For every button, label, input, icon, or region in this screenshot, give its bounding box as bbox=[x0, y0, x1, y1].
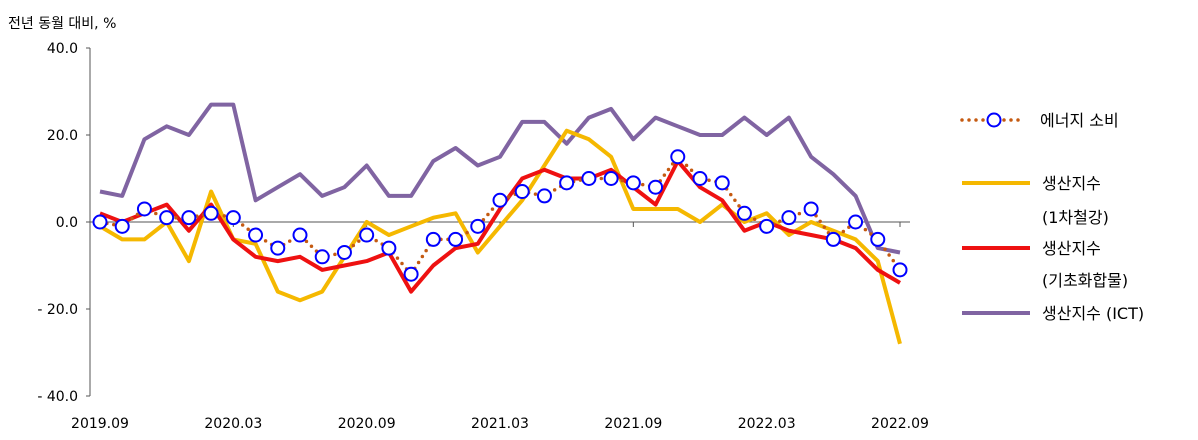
energy-point bbox=[670, 149, 686, 165]
energy-point bbox=[470, 218, 486, 234]
series-line-primary-steel bbox=[98, 128, 902, 345]
energy-point bbox=[381, 240, 397, 256]
energy-point bbox=[336, 244, 352, 260]
energy-point bbox=[736, 205, 752, 221]
energy-point bbox=[692, 171, 708, 186]
x-tick-label: 2021.09 bbox=[604, 416, 662, 432]
x-tick-label: 2020.03 bbox=[204, 416, 262, 432]
energy-point bbox=[425, 231, 441, 247]
energy-point bbox=[848, 214, 864, 230]
energy-point bbox=[403, 266, 419, 282]
energy-point bbox=[825, 231, 841, 247]
legend-label-ict: 생산지수 (ICT) bbox=[1042, 304, 1144, 323]
y-tick-label: - 20.0 bbox=[37, 302, 78, 318]
energy-point bbox=[759, 218, 775, 234]
energy-point bbox=[714, 175, 730, 191]
legend-sublabel-basic-chemicals: (기초화합물) bbox=[1042, 271, 1128, 290]
series-line-ict bbox=[99, 102, 901, 255]
y-axis-label: 전년 동월 대비, % bbox=[8, 16, 116, 32]
energy-point bbox=[203, 205, 219, 221]
energy-point bbox=[803, 201, 819, 217]
x-tick-label: 2019.09 bbox=[71, 416, 129, 432]
energy-point bbox=[136, 201, 152, 217]
energy-point bbox=[559, 175, 575, 191]
energy-point bbox=[870, 231, 886, 247]
energy-point bbox=[114, 218, 130, 234]
series-layer bbox=[92, 102, 908, 345]
energy-point bbox=[781, 210, 797, 226]
x-tick-label: 2022.03 bbox=[738, 416, 796, 432]
x-tick-label: 2021.03 bbox=[471, 416, 529, 432]
y-tick-label: 40.0 bbox=[47, 41, 78, 57]
energy-point bbox=[92, 214, 108, 230]
y-tick-label: - 40.0 bbox=[37, 389, 78, 405]
energy-point bbox=[248, 227, 264, 243]
energy-point bbox=[359, 227, 375, 243]
legend-sublabel-primary-steel: (1차철강) bbox=[1042, 208, 1109, 227]
energy-point bbox=[603, 171, 619, 186]
energy-point bbox=[625, 175, 641, 191]
energy-point bbox=[892, 262, 908, 278]
axes: 40.0 20.0 0.0 - 20.0 - 40.0 2019.09 2020.03 202… bbox=[37, 41, 929, 432]
energy-point bbox=[514, 184, 530, 200]
energy-point bbox=[181, 210, 197, 226]
energy-point bbox=[648, 179, 664, 195]
energy-point bbox=[270, 240, 286, 256]
energy-point bbox=[448, 231, 464, 247]
x-tick-label: 2020.09 bbox=[338, 416, 396, 432]
legend-label-basic-chemicals: 생산지수 bbox=[1042, 239, 1101, 258]
energy-point bbox=[581, 171, 597, 186]
energy-point bbox=[536, 188, 552, 204]
y-tick-label: 20.0 bbox=[47, 128, 78, 144]
legend-label-primary-steel: 생산지수 bbox=[1042, 174, 1101, 193]
energy-point bbox=[292, 227, 308, 243]
legend-label-energy: 에너지 소비 bbox=[1040, 111, 1119, 130]
energy-point bbox=[314, 249, 330, 265]
energy-point bbox=[225, 210, 241, 226]
x-tick-label: 2022.09 bbox=[871, 416, 929, 432]
energy-point bbox=[159, 210, 175, 226]
energy-point bbox=[492, 192, 508, 208]
y-tick-label: 0.0 bbox=[56, 215, 78, 231]
legend-marker-energy bbox=[986, 112, 1002, 128]
